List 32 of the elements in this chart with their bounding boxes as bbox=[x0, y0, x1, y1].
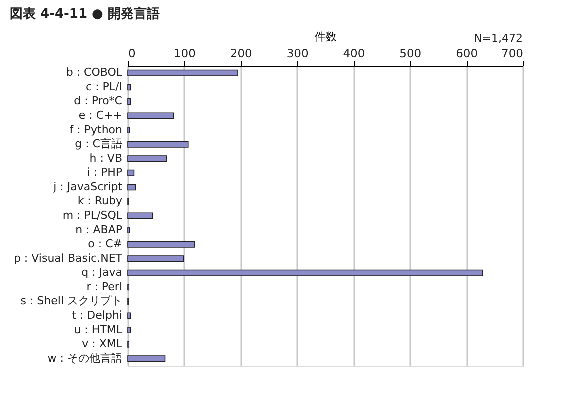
y-tick-label: k : Ruby bbox=[78, 194, 123, 208]
y-tick-label: p : Visual Basic.NET bbox=[14, 252, 123, 265]
x-tick-label: 200 bbox=[230, 46, 252, 60]
y-tick-label: m : PL/SQL bbox=[62, 209, 124, 222]
y-tick-label: s : Shell スクリプト bbox=[20, 294, 122, 308]
y-tick-label: v : XML bbox=[82, 338, 124, 351]
x-tick-label: 0 bbox=[128, 46, 136, 60]
y-tick-label: f : Python bbox=[70, 123, 123, 136]
y-tick-label: b : COBOL bbox=[66, 66, 124, 80]
x-tick-label: 400 bbox=[343, 46, 366, 60]
y-tick-label: h : VB bbox=[90, 152, 122, 165]
y-tick-label: r : Perl bbox=[86, 280, 122, 294]
y-tick-label: t : Delphi bbox=[72, 309, 122, 322]
x-tick-label: 500 bbox=[400, 46, 422, 60]
x-axis-title: 件数 bbox=[315, 30, 337, 44]
x-tick-label: 700 bbox=[502, 46, 524, 60]
x-tick-label: 600 bbox=[456, 46, 478, 60]
y-tick-label: u : HTML bbox=[74, 323, 124, 336]
y-tick-label: e : C++ bbox=[78, 109, 122, 122]
y-tick-label: q : Java bbox=[82, 266, 122, 280]
y-tick-label: g : C言語 bbox=[75, 138, 122, 151]
chart-title: 図表 4-4-11 ● 開発言語 bbox=[10, 6, 160, 22]
y-tick-label: i : PHP bbox=[87, 166, 123, 180]
x-tick-label: 300 bbox=[286, 46, 309, 60]
y-tick-label: w : その他言語 bbox=[48, 352, 122, 365]
x-tick-label: 100 bbox=[174, 46, 196, 60]
y-tick-label: c : PL/I bbox=[86, 80, 122, 94]
y-tick-label: d : Pro*C bbox=[74, 94, 123, 108]
text: N=1,472 bbox=[474, 32, 523, 45]
y-tick-label: n : ABAP bbox=[76, 223, 123, 236]
y-tick-label: o : C# bbox=[88, 238, 122, 251]
y-tick-label: j : JavaScript bbox=[52, 180, 124, 194]
